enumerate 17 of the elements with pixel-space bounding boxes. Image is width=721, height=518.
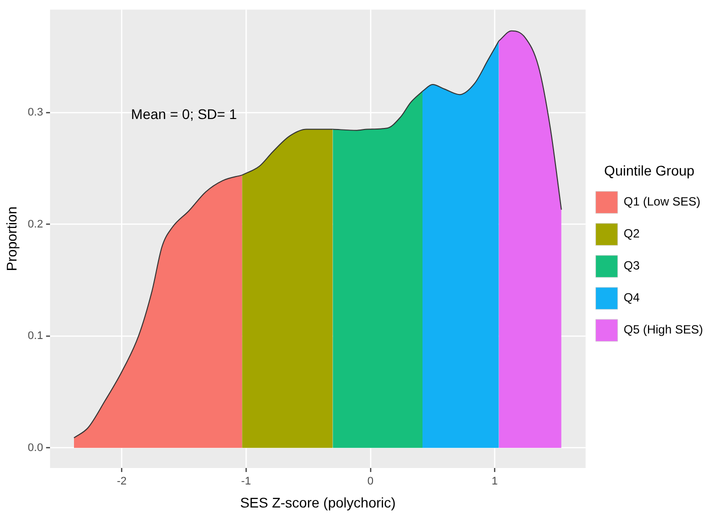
legend-label: Q5 (High SES) <box>624 322 704 337</box>
annotation: Mean = 0; SD= 1 <box>131 106 238 122</box>
x-axis-title: SES Z-score (polychoric) <box>240 494 396 510</box>
x-tick-label: 1 <box>492 476 498 488</box>
y-tick-label: 0.2 <box>28 218 44 230</box>
x-tick-label: -2 <box>116 476 127 488</box>
legend-label: Q4 <box>624 290 640 305</box>
y-tick-label: 0.0 <box>28 442 44 454</box>
legend-label: Q2 <box>624 226 640 241</box>
legend-label: Q1 (Low SES) <box>624 194 700 209</box>
y-tick-label: 0.3 <box>28 106 44 118</box>
legend-title: Quintile Group <box>604 162 695 178</box>
x-tick-label: 0 <box>367 476 374 488</box>
legend-label: Q3 <box>624 258 640 273</box>
x-tick-label: -1 <box>241 476 251 488</box>
y-axis-title: Proportion <box>3 206 20 272</box>
y-tick-label: 0.1 <box>28 330 44 342</box>
